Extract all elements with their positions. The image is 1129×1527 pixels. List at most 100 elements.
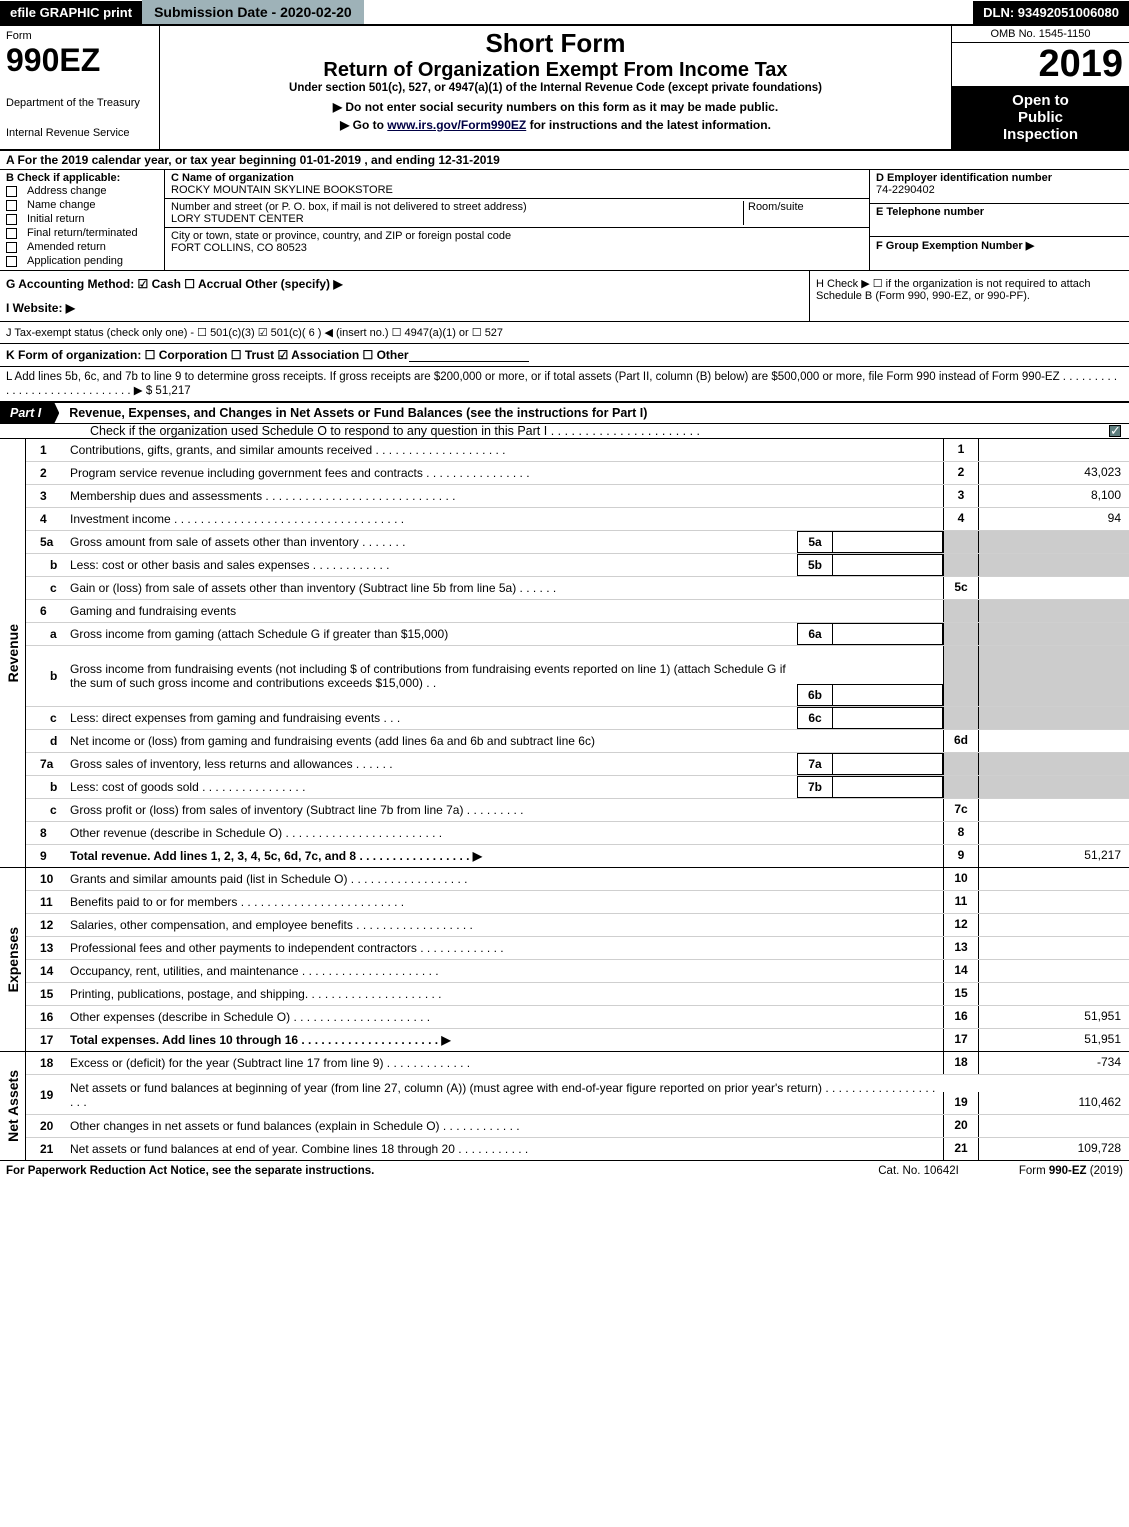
ln11-rn: 11 xyxy=(943,891,979,913)
return-title: Return of Organization Exempt From Incom… xyxy=(168,59,943,82)
ln21-n: 21 xyxy=(26,1142,70,1156)
ghi-block: G Accounting Method: ☑ Cash ☐ Accrual Ot… xyxy=(0,271,1129,322)
netassets-section: Net Assets 18Excess or (deficit) for the… xyxy=(0,1052,1129,1161)
efile-print-button[interactable]: efile GRAPHIC print xyxy=(0,1,142,24)
ln7c-rv xyxy=(979,799,1129,821)
ln15-rn: 15 xyxy=(943,983,979,1005)
ln10-rn: 10 xyxy=(943,868,979,890)
cb-name-change[interactable] xyxy=(6,200,17,211)
go-to-post: for instructions and the latest informat… xyxy=(526,118,771,132)
ln21-rv: 109,728 xyxy=(979,1138,1129,1160)
do-not-enter: ▶ Do not enter social security numbers o… xyxy=(168,100,943,114)
ln7a-n: 7a xyxy=(26,757,70,771)
part-i-pill: Part I xyxy=(0,403,59,423)
entity-block: B Check if applicable: Address change Na… xyxy=(0,170,1129,271)
ln1-rn: 1 xyxy=(943,439,979,461)
ln10-n: 10 xyxy=(26,872,70,886)
form-badge: Form 990-EZ (2019) xyxy=(1019,1165,1123,1177)
ln6c-n: c xyxy=(26,711,70,725)
form-word: Form xyxy=(6,30,153,42)
ln20-rn: 20 xyxy=(943,1115,979,1137)
cb-initial-return[interactable] xyxy=(6,214,17,225)
ln16-t: Other expenses (describe in Schedule O) … xyxy=(70,1010,943,1024)
ln3-t: Membership dues and assessments . . . . … xyxy=(70,489,943,503)
paperwork-notice: For Paperwork Reduction Act Notice, see … xyxy=(6,1165,374,1177)
ln10-t: Grants and similar amounts paid (list in… xyxy=(70,872,943,886)
ln7b-rn xyxy=(943,776,979,798)
ln16-n: 16 xyxy=(26,1010,70,1024)
ln9-rv: 51,217 xyxy=(979,845,1129,867)
room-suite: Room/suite xyxy=(743,201,863,225)
ln6a-rn xyxy=(943,623,979,645)
ln5c-rv xyxy=(979,577,1129,599)
cb-address-change[interactable] xyxy=(6,186,17,197)
ln20-rv xyxy=(979,1115,1129,1137)
top-bar: efile GRAPHIC print Submission Date - 20… xyxy=(0,0,1129,26)
ln10-rv xyxy=(979,868,1129,890)
ln6a-mn: 6a xyxy=(797,623,833,645)
lbl-address-change: Address change xyxy=(27,185,107,197)
cb-final-return[interactable] xyxy=(6,228,17,239)
ln6d-n: d xyxy=(26,734,70,748)
open-to-public: Open to Public Inspection xyxy=(952,86,1129,149)
ln13-rv xyxy=(979,937,1129,959)
ln1-n: 1 xyxy=(26,443,70,457)
ln8-rn: 8 xyxy=(943,822,979,844)
city-label: City or town, state or province, country… xyxy=(171,230,863,242)
ln5b-mn: 5b xyxy=(797,554,833,576)
section-def: D Employer identification number 74-2290… xyxy=(869,170,1129,270)
ln7b-mv xyxy=(833,776,943,798)
ln6b-mn: 6b xyxy=(797,684,833,706)
ln19-t: Net assets or fund balances at beginning… xyxy=(70,1081,943,1109)
ln3-n: 3 xyxy=(26,489,70,503)
ln17-t: Total expenses. Add lines 10 through 16 … xyxy=(70,1033,943,1047)
open-line1: Open to xyxy=(956,92,1125,109)
short-form-title: Short Form xyxy=(168,28,943,59)
irs-link[interactable]: www.irs.gov/Form990EZ xyxy=(387,118,526,132)
ln7c-n: c xyxy=(26,803,70,817)
ln6c-t: Less: direct expenses from gaming and fu… xyxy=(70,711,797,725)
addr-label: Number and street (or P. O. box, if mail… xyxy=(171,201,739,213)
line-l: L Add lines 5b, 6c, and 7b to line 9 to … xyxy=(0,367,1129,402)
ln6d-t: Net income or (loss) from gaming and fun… xyxy=(70,734,943,748)
lbl-name-change: Name change xyxy=(27,199,96,211)
dln-badge: DLN: 93492051006080 xyxy=(973,1,1129,24)
ln2-rv: 43,023 xyxy=(979,462,1129,484)
ln6a-rv xyxy=(979,623,1129,645)
ln21-t: Net assets or fund balances at end of ye… xyxy=(70,1142,943,1156)
ln4-rv: 94 xyxy=(979,508,1129,530)
ln5c-rn: 5c xyxy=(943,577,979,599)
ln5a-mn: 5a xyxy=(797,531,833,553)
tax-year: 2019 xyxy=(952,43,1129,86)
ln4-rn: 4 xyxy=(943,508,979,530)
cb-schedule-o[interactable] xyxy=(1109,425,1121,437)
ln16-rv: 51,951 xyxy=(979,1006,1129,1028)
side-revenue: Revenue xyxy=(0,439,26,867)
ln6a-t: Gross income from gaming (attach Schedul… xyxy=(70,627,797,641)
part-i-title: Revenue, Expenses, and Changes in Net As… xyxy=(69,406,647,420)
city-state-zip: FORT COLLINS, CO 80523 xyxy=(171,242,863,254)
ln7a-mv xyxy=(833,753,943,775)
part-i-header: Part I Revenue, Expenses, and Changes in… xyxy=(0,402,1129,424)
e-label: E Telephone number xyxy=(876,206,984,218)
ln9-t: Total revenue. Add lines 1, 2, 3, 4, 5c,… xyxy=(70,849,943,863)
ln4-n: 4 xyxy=(26,512,70,526)
ln7a-rn xyxy=(943,753,979,775)
ln5a-rn xyxy=(943,531,979,553)
ln2-n: 2 xyxy=(26,466,70,480)
cb-amended-return[interactable] xyxy=(6,242,17,253)
ln6d-rn: 6d xyxy=(943,730,979,752)
line-k: K Form of organization: ☐ Corporation ☐ … xyxy=(0,344,1129,367)
ln6-rv xyxy=(979,600,1129,622)
ln2-rn: 2 xyxy=(943,462,979,484)
go-to-line: ▶ Go to www.irs.gov/Form990EZ for instru… xyxy=(168,118,943,132)
line-a-tax-year: A For the 2019 calendar year, or tax yea… xyxy=(0,151,1129,170)
ln6c-mv xyxy=(833,707,943,729)
dept-treasury: Department of the Treasury xyxy=(6,97,153,109)
ln6b-mv xyxy=(833,684,943,706)
dept-irs: Internal Revenue Service xyxy=(6,127,153,139)
cb-application-pending[interactable] xyxy=(6,256,17,267)
lbl-final-return: Final return/terminated xyxy=(27,227,138,239)
ln1-rv xyxy=(979,439,1129,461)
part-i-check-row: Check if the organization used Schedule … xyxy=(0,424,1129,439)
